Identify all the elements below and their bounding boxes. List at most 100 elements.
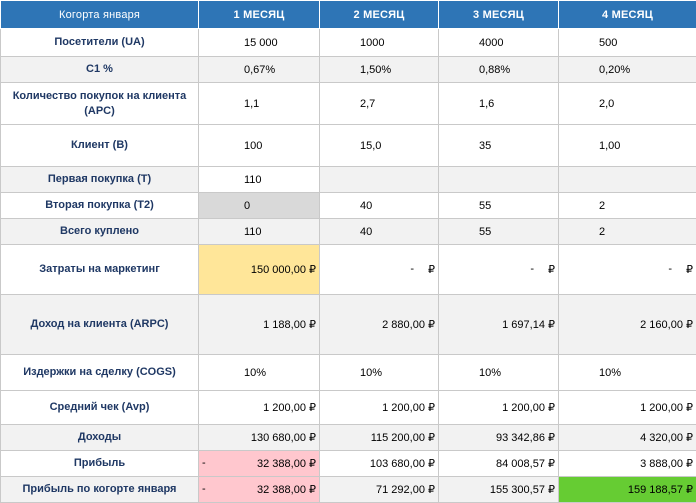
cell[interactable]: 4000 — [439, 29, 559, 57]
cell[interactable]: 103 680,00 ₽ — [320, 451, 439, 477]
row-c1: C1 % 0,67% 1,50% 0,88% 0,20% — [1, 57, 696, 83]
cell[interactable]: 4 320,00 ₽ — [559, 425, 696, 451]
cell[interactable]: 130 680,00 ₽ — [199, 425, 320, 451]
row-label[interactable]: Количество покупок на клиента (APC) — [1, 83, 199, 125]
dash: - — [530, 263, 534, 276]
row-first-purchase: Первая покупка (T) 110 — [1, 167, 696, 193]
cell[interactable]: 2,7 — [320, 83, 439, 125]
cell[interactable]: 15 000 — [199, 29, 320, 57]
cell[interactable]: 10% — [559, 355, 696, 391]
row-cogs: Издержки на сделку (COGS) 10% 10% 10% 10… — [1, 355, 696, 391]
row-second-purchase: Вторая покупка (T2) 0 40 55 2 — [1, 193, 696, 219]
row-label[interactable]: Доход на клиента (ARPC) — [1, 295, 199, 355]
row-label[interactable]: Затраты на маркетинг — [1, 245, 199, 295]
row-label[interactable]: Доходы — [1, 425, 199, 451]
cell[interactable] — [559, 167, 696, 193]
cell[interactable]: 155 300,57 ₽ — [439, 477, 559, 503]
cell[interactable]: 0,67% — [199, 57, 320, 83]
cell[interactable]: 1 200,00 ₽ — [559, 391, 696, 425]
currency: ₽ — [686, 263, 693, 276]
cell[interactable]: 1,00 — [559, 125, 696, 167]
negative-sign: - — [202, 483, 206, 496]
header-month-2[interactable]: 2 МЕСЯЦ — [320, 1, 439, 29]
cell[interactable]: 100 — [199, 125, 320, 167]
cell[interactable]: 71 292,00 ₽ — [320, 477, 439, 503]
cell[interactable]: 159 188,57 ₽ — [559, 477, 696, 503]
cell[interactable] — [320, 167, 439, 193]
cell[interactable]: 110 — [199, 167, 320, 193]
cell[interactable]: 10% — [199, 355, 320, 391]
row-label[interactable]: Прибыль по когорте января — [1, 477, 199, 503]
cell[interactable]: 1 200,00 ₽ — [320, 391, 439, 425]
row-marketing: Затраты на маркетинг 150 000,00 ₽ -₽ -₽ … — [1, 245, 696, 295]
cell[interactable]: 0,88% — [439, 57, 559, 83]
cell[interactable]: 1,6 — [439, 83, 559, 125]
cell[interactable]: 2 880,00 ₽ — [320, 295, 439, 355]
cell[interactable]: 10% — [439, 355, 559, 391]
cell[interactable]: 10% — [320, 355, 439, 391]
cell[interactable]: 115 200,00 ₽ — [320, 425, 439, 451]
row-label[interactable]: Прибыль — [1, 451, 199, 477]
cell[interactable]: 2,0 — [559, 83, 696, 125]
row-total-bought: Всего куплено 110 40 55 2 — [1, 219, 696, 245]
cell[interactable]: 0 — [199, 193, 320, 219]
cell[interactable]: 55 — [439, 193, 559, 219]
cell[interactable]: 93 342,86 ₽ — [439, 425, 559, 451]
cell[interactable]: - 32 388,00 ₽ — [199, 451, 320, 477]
cell[interactable]: - 32 388,00 ₽ — [199, 477, 320, 503]
header-row: Когорта января 1 МЕСЯЦ 2 МЕСЯЦ 3 МЕСЯЦ 4… — [1, 1, 696, 29]
row-label[interactable]: Первая покупка (T) — [1, 167, 199, 193]
cell[interactable]: -₽ — [320, 245, 439, 295]
row-label[interactable]: Вторая покупка (T2) — [1, 193, 199, 219]
row-avp: Средний чек (Avp) 1 200,00 ₽ 1 200,00 ₽ … — [1, 391, 696, 425]
cell[interactable]: -₽ — [559, 245, 696, 295]
cell[interactable]: 40 — [320, 219, 439, 245]
cell[interactable]: 2 — [559, 193, 696, 219]
cell[interactable]: 1,50% — [320, 57, 439, 83]
cell[interactable]: 1,1 — [199, 83, 320, 125]
cell[interactable]: 2 — [559, 219, 696, 245]
row-visitors: Посетители (UA) 15 000 1000 4000 500 — [1, 29, 696, 57]
dash: - — [668, 263, 672, 276]
cell[interactable]: 35 — [439, 125, 559, 167]
cell[interactable]: 3 888,00 ₽ — [559, 451, 696, 477]
row-profit: Прибыль - 32 388,00 ₽ 103 680,00 ₽ 84 008… — [1, 451, 696, 477]
row-label[interactable]: C1 % — [1, 57, 199, 83]
dash: - — [410, 263, 414, 276]
currency: ₽ — [428, 263, 435, 276]
cell[interactable]: -₽ — [439, 245, 559, 295]
header-month-1[interactable]: 1 МЕСЯЦ — [199, 1, 320, 29]
row-label[interactable]: Всего куплено — [1, 219, 199, 245]
row-clients: Клиент (B) 100 15,0 35 1,00 — [1, 125, 696, 167]
cell[interactable]: 1 200,00 ₽ — [439, 391, 559, 425]
row-label[interactable]: Клиент (B) — [1, 125, 199, 167]
cell[interactable]: 110 — [199, 219, 320, 245]
cell[interactable]: 500 — [559, 29, 696, 57]
cell[interactable]: 1000 — [320, 29, 439, 57]
row-cohort-profit: Прибыль по когорте января - 32 388,00 ₽ 7… — [1, 477, 696, 503]
cell[interactable]: 1 200,00 ₽ — [199, 391, 320, 425]
cell[interactable]: 1 188,00 ₽ — [199, 295, 320, 355]
cell[interactable]: 2 160,00 ₽ — [559, 295, 696, 355]
negative-sign: - — [202, 457, 206, 470]
header-cohort-label[interactable]: Когорта января — [1, 1, 199, 29]
currency: ₽ — [548, 263, 555, 276]
value: 32 388,00 ₽ — [257, 457, 316, 470]
row-apc: Количество покупок на клиента (APC) 1,1 … — [1, 83, 696, 125]
row-label[interactable]: Издержки на сделку (COGS) — [1, 355, 199, 391]
row-label[interactable]: Посетители (UA) — [1, 29, 199, 57]
cell[interactable]: 55 — [439, 219, 559, 245]
cell[interactable]: 1 697,14 ₽ — [439, 295, 559, 355]
cell[interactable] — [439, 167, 559, 193]
cell[interactable]: 84 008,57 ₽ — [439, 451, 559, 477]
row-label[interactable]: Средний чек (Avp) — [1, 391, 199, 425]
cell[interactable]: 15,0 — [320, 125, 439, 167]
header-month-4[interactable]: 4 МЕСЯЦ — [559, 1, 696, 29]
header-month-3[interactable]: 3 МЕСЯЦ — [439, 1, 559, 29]
cell[interactable]: 0,20% — [559, 57, 696, 83]
cell[interactable]: 150 000,00 ₽ — [199, 245, 320, 295]
cell[interactable]: 40 — [320, 193, 439, 219]
value: 32 388,00 ₽ — [257, 483, 316, 496]
